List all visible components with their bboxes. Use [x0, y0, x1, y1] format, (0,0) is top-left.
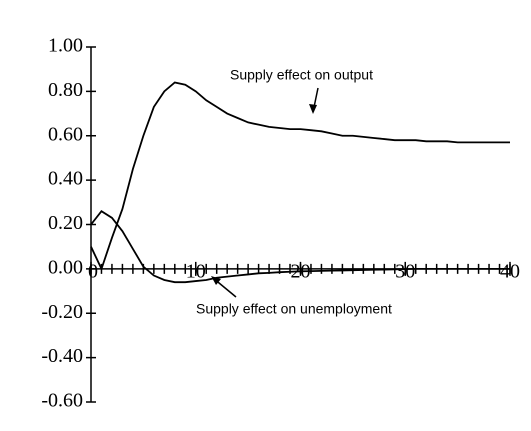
series-line — [90, 81, 510, 272]
y-tick-label: 1.00 — [48, 35, 83, 57]
y-tick-label: -0.40 — [41, 345, 83, 367]
x-tick-label: 30 — [395, 260, 415, 282]
y-tick-label: 0.80 — [48, 79, 83, 101]
y-tick-label: 0.40 — [48, 168, 83, 190]
annotation: Supply effect on output — [230, 67, 373, 83]
series-line — [90, 209, 510, 284]
x-tick-label: 0 — [88, 260, 98, 282]
x-tick-label: 10 — [186, 260, 206, 282]
y-tick-label: 0.20 — [48, 212, 83, 234]
y-tick-label: -0.20 — [41, 301, 83, 323]
y-tick-label: 0.00 — [48, 256, 83, 278]
x-tick-label: 40 — [500, 260, 520, 282]
y-tick-label: -0.60 — [41, 390, 83, 412]
annotation: Supply effect on unemployment — [196, 301, 392, 317]
arrow-head — [309, 104, 317, 114]
y-tick-label: 0.60 — [48, 123, 83, 145]
